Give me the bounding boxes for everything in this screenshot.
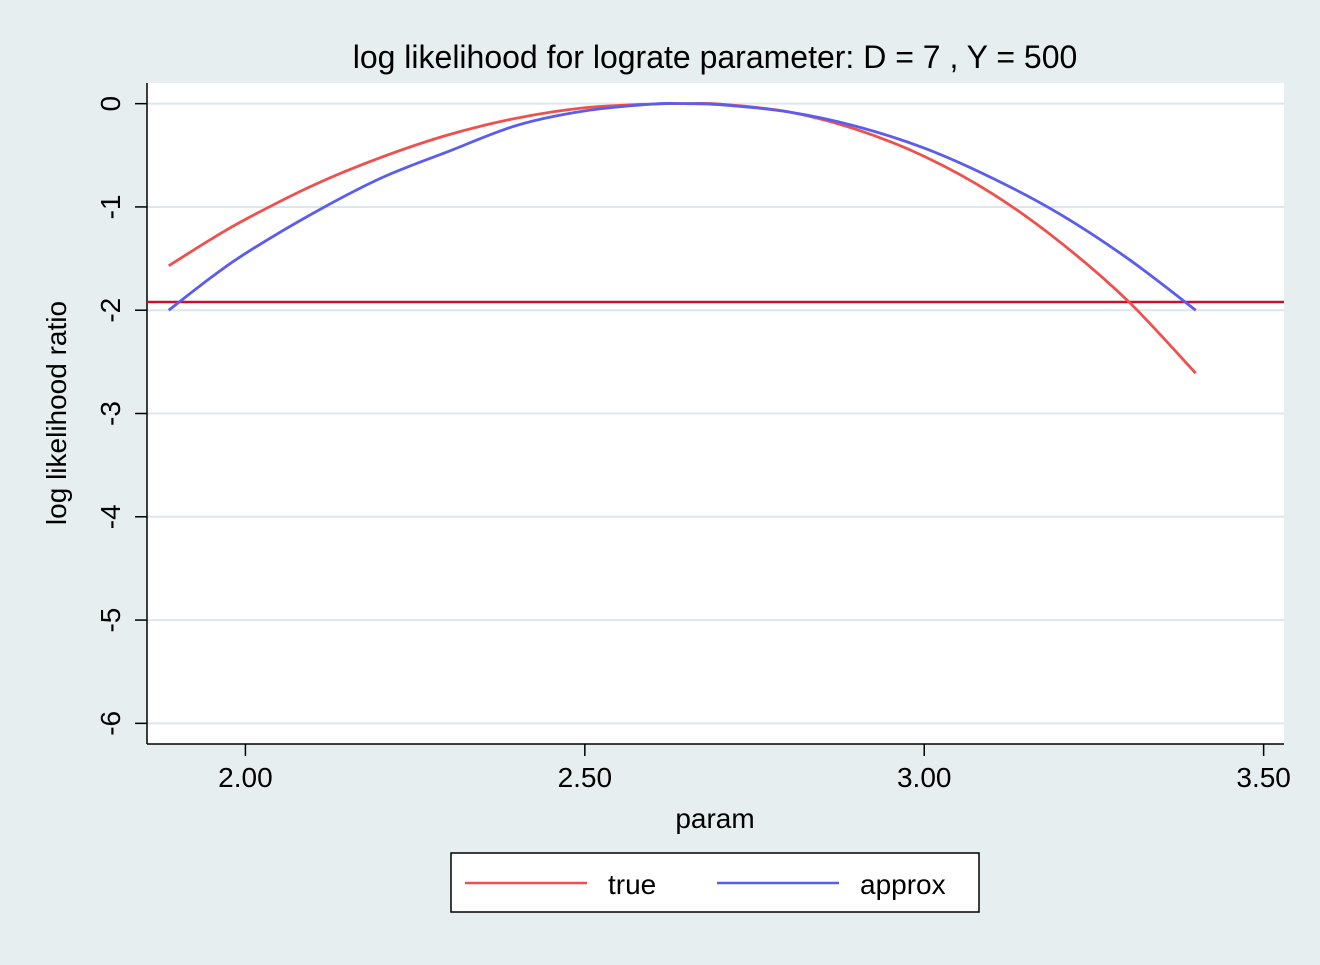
series-line-approx [167,101,1197,312]
y-tick-label: -3 [95,401,126,426]
x-axis-label: param [675,803,754,834]
y-axis-label: log likelihood ratio [41,301,72,525]
y-tick-label: -1 [95,194,126,219]
x-tick-label: 2.50 [558,762,613,793]
x-tick-label: 3.00 [897,762,952,793]
data-lines [147,101,1284,375]
y-tick-label: -4 [95,504,126,529]
y-tick-label: -2 [95,298,126,323]
chart-title: log likelihood for lograte parameter: D … [353,39,1078,75]
y-tick-label: 0 [95,96,126,112]
x-tick-label: 3.50 [1236,762,1291,793]
legend: true approx [450,852,980,913]
legend-label-true: true [608,869,656,900]
y-tick-label: -6 [95,711,126,736]
axes: 0 -1 -2 -3 -4 -5 -6 2.00 2.50 3.00 3.50 [95,83,1291,793]
legend-label-approx: approx [860,869,946,900]
grid-lines [147,102,1284,725]
y-tick-label: -5 [95,608,126,633]
x-tick-label: 2.00 [218,762,273,793]
